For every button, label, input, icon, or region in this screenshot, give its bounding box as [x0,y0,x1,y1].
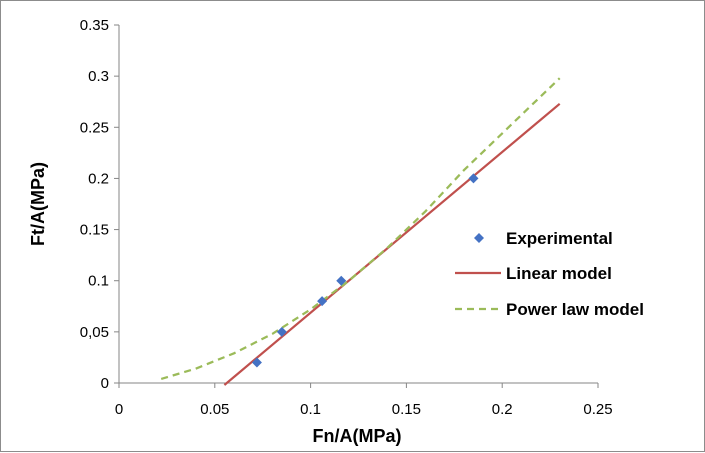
y-tick-label: 0.25 [80,119,109,136]
legend: Experimental Linear model Power law model [455,229,644,319]
x-axis: 0 0.05 0.1 0.15 0.2 0.25 [115,382,613,418]
power-law-model-curve [160,77,561,380]
x-tick-label: 0.1 [300,401,321,418]
y-tick-label: 0.2 [88,170,109,187]
y-tick-label: 0.1 [88,273,109,290]
y-tick-label: 0 [101,375,109,392]
y-tick-label: 0.35 [80,17,109,34]
x-tick-label: 0.2 [492,401,513,418]
x-tick-label: 0 [115,401,123,418]
y-tick-label: 0.3 [88,68,109,85]
plot-series [160,77,561,386]
x-tick-label: 0.05 [200,401,229,418]
experimental-point [317,296,328,307]
legend-label: Linear model [506,264,612,283]
experimental-point [251,357,262,368]
x-tick-label: 0.15 [392,401,421,418]
x-axis-title: Fn/A(MPa) [313,426,402,446]
legend-label: Experimental [506,229,613,248]
legend-label: Power law model [506,300,644,319]
y-axis-title: Ft/A(MPa) [28,162,48,246]
y-tick-label: 0,05 [80,324,109,341]
legend-marker-experimental [474,233,484,243]
y-axis: 0 0,05 0.1 0.15 0.2 0.25 0.3 0.35 [80,17,120,392]
experimental-point [468,173,479,184]
experimental-point [336,275,347,286]
experimental-point [276,326,287,337]
x-tick-label: 0.25 [583,401,612,418]
y-tick-label: 0.15 [80,222,109,239]
